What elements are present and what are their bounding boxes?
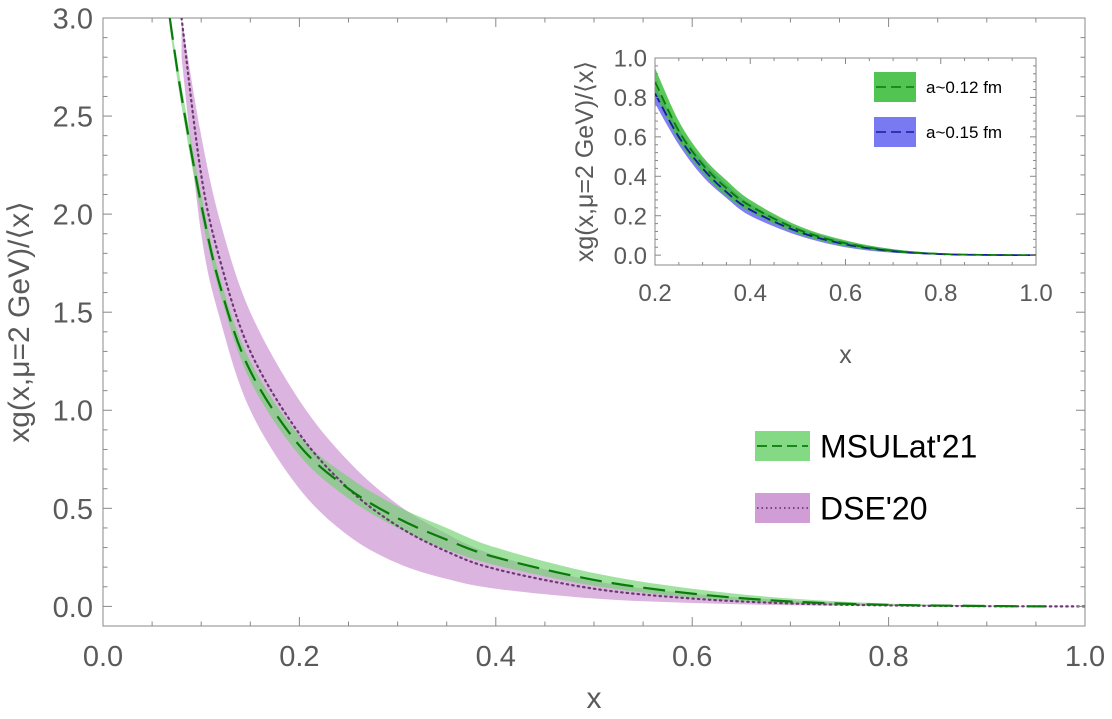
inset-line-0 <box>655 93 1036 257</box>
inset-xtick-label: 0.6 <box>829 280 862 307</box>
inset-ytick-label: 0.2 <box>614 203 647 230</box>
main-xtick-label: 0.8 <box>868 641 908 673</box>
main-line-0 <box>180 18 1085 608</box>
main-xtick-label: 0.4 <box>476 641 516 673</box>
inset-series-area <box>655 67 1036 257</box>
inset-legend-label: a~0.15 fm <box>926 123 1002 142</box>
inset-ytick-label: 0.0 <box>614 243 647 270</box>
inset-line-1 <box>655 81 1036 257</box>
inset-xtick-label: 1.0 <box>1019 280 1052 307</box>
inset-ytick-label: 0.8 <box>614 85 647 112</box>
main-ytick-label: 1.0 <box>53 396 93 428</box>
inset-y-axis-title: xg(x,μ=2 GeV)/⟨x⟩ <box>571 61 599 262</box>
inset-band-0 <box>655 85 1036 256</box>
inset-legend-label: a~0.12 fm <box>926 78 1002 97</box>
main-y-axis-title: xg(x,μ=2 GeV)/⟨x⟩ <box>3 201 36 443</box>
inset-xtick-label: 0.4 <box>734 280 767 307</box>
main-x-axis-title: x <box>587 682 602 715</box>
main-ytick-label: 0.0 <box>53 592 93 624</box>
inset-ytick-label: 0.4 <box>614 164 647 191</box>
main-ytick-label: 0.5 <box>53 494 93 526</box>
inset-xtick-label: 0.8 <box>924 280 957 307</box>
main-ytick-label: 2.5 <box>53 102 93 134</box>
inset-ytick-label: 1.0 <box>614 46 647 73</box>
main-ytick-label: 2.0 <box>53 200 93 232</box>
main-ytick-label: 1.5 <box>53 298 93 330</box>
main-xtick-label: 0.6 <box>672 641 712 673</box>
main-xtick-label: 0.0 <box>83 641 123 673</box>
main-legend-swatch <box>755 493 810 523</box>
inset-band-1 <box>655 67 1036 256</box>
inset-x-axis-title: x <box>839 341 852 369</box>
main-xtick-label: 0.2 <box>279 641 319 673</box>
main-xtick-label: 1.0 <box>1065 641 1105 673</box>
main-series-area <box>168 18 1085 608</box>
main-plot: 0.0 0.2 0.4 0.6 0.8 1.0 0.0 0.5 1.0 1.5 2.0 2.5 3.0 x… <box>3 3 1105 715</box>
inset-xtick-label: 0.2 <box>638 280 671 307</box>
main-legend-label: DSE'20 <box>820 491 928 527</box>
main-legend-label: MSULat'21 <box>820 429 977 465</box>
main-ytick-label: 3.0 <box>53 3 93 35</box>
inset-plot: 0.2 0.4 0.6 0.8 1.0 0.0 0.2 0.4 0.6 0.8 1.0 x xg(x,μ… <box>571 46 1053 369</box>
inset-background <box>572 30 1048 375</box>
inset-ytick-label: 0.6 <box>614 124 647 151</box>
